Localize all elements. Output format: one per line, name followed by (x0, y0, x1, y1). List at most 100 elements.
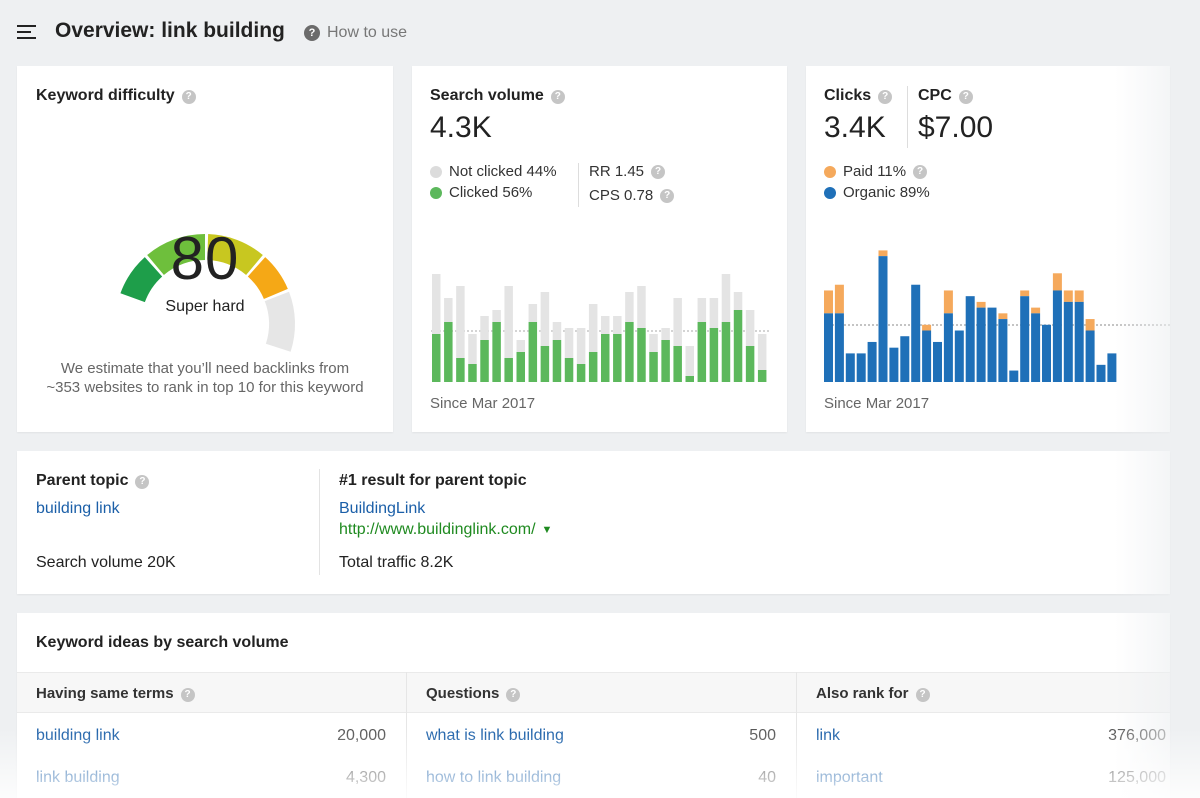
bar-organic (1042, 324, 1051, 382)
help-icon[interactable]: ? (878, 89, 893, 104)
bar-not-clicked (516, 340, 525, 352)
how-to-use-link[interactable]: ? How to use (304, 24, 407, 42)
description-line: We estimate that you’ll need backlinks f… (60, 360, 350, 377)
help-icon[interactable]: ? (958, 89, 973, 104)
clicks-card: Clicks? 3.4K CPC? $7.00 Paid 11%? Organi… (806, 66, 1170, 432)
top-result-url[interactable]: http://www.buildinglink.com/ ▼ (339, 521, 552, 539)
bar-organic (824, 313, 833, 382)
keyword-link[interactable]: important (816, 769, 883, 786)
help-icon[interactable]: ? (135, 474, 150, 489)
gauge-separator (263, 288, 290, 302)
bar-not-clicked (613, 316, 622, 334)
help-icon[interactable]: ? (181, 89, 196, 104)
search-volume-card: Search volume? 4.3K Not clicked 44% Clic… (412, 66, 787, 432)
bar-clicked (685, 376, 694, 382)
divider (578, 163, 579, 207)
keyword-link[interactable]: link building (36, 769, 120, 786)
bar-clicked (516, 352, 525, 382)
difficulty-score: 80 (170, 225, 240, 292)
keyword-link[interactable]: link (816, 727, 841, 744)
bar-organic (1031, 313, 1041, 382)
parent-topic-link[interactable]: building link (36, 500, 120, 517)
gauge-segment (207, 234, 263, 275)
bar-clicked (601, 334, 610, 382)
keyword-link[interactable]: what is link building (426, 727, 564, 744)
bar-not-clicked (492, 310, 501, 322)
bar-not-clicked (468, 334, 477, 364)
bar-paid (976, 301, 986, 308)
help-icon[interactable]: ? (180, 687, 195, 702)
cps-stat: CPS 0.78? (589, 187, 675, 204)
bar-clicked (613, 334, 622, 382)
gauge-segment (247, 257, 288, 299)
parent-topic-search-volume: Search volume 20K (36, 554, 176, 571)
page-header: Overview: link building ? How to use (0, 0, 1200, 66)
clicks-value: 3.4K (824, 111, 886, 144)
keyword-link[interactable]: building link (36, 727, 120, 744)
url-text[interactable]: http://www.buildinglink.com/ (339, 521, 536, 538)
bar-organic (1085, 330, 1095, 382)
bar-organic (878, 256, 888, 382)
bar-paid (1052, 273, 1062, 291)
dropdown-arrow-icon[interactable]: ▼ (541, 524, 553, 536)
bar-not-clicked (564, 328, 574, 358)
bar-paid (1074, 290, 1084, 302)
top-result-title: #1 result for parent topic (339, 472, 527, 489)
paid-dot (824, 165, 836, 178)
bar-not-clicked (661, 328, 670, 340)
bar-paid (922, 324, 932, 331)
bar-not-clicked (757, 334, 767, 370)
legend-clicked: Clicked 56% (430, 184, 532, 201)
bar-not-clicked (721, 274, 731, 322)
help-icon[interactable]: ? (660, 188, 675, 203)
bar-not-clicked (432, 274, 441, 334)
column-title-questions[interactable]: Questions? (426, 685, 521, 702)
bar-organic (943, 313, 953, 382)
parent-topic-title: Parent topic? (36, 472, 150, 490)
help-icon[interactable]: ? (913, 164, 928, 179)
help-icon[interactable]: ? (550, 89, 565, 104)
bar-organic (856, 353, 866, 382)
gauge-segment (264, 291, 295, 352)
bar-not-clicked (444, 298, 453, 322)
column-title-also-rank-for[interactable]: Also rank for? (816, 685, 930, 702)
column-title-same-terms[interactable]: Having same terms? (36, 685, 195, 702)
menu-icon[interactable] (17, 25, 36, 40)
keyword-ideas-header: Having same terms? Questions? Also rank … (17, 672, 1170, 713)
bar-not-clicked (733, 292, 743, 310)
bar-paid (1085, 319, 1095, 331)
bar-clicked (432, 334, 441, 382)
bar-not-clicked (709, 298, 719, 328)
bar-paid (834, 284, 844, 314)
bar-organic (1107, 353, 1117, 382)
help-icon[interactable]: ? (651, 164, 666, 179)
clicked-dot (430, 186, 442, 199)
page-title: Overview: link building (55, 19, 285, 42)
since-label: Since Mar 2017 (430, 395, 536, 412)
keyword-volume: 4,300 (345, 769, 386, 786)
bar-clicked (673, 346, 682, 382)
organic-dot (824, 186, 836, 199)
bar-clicked (528, 322, 538, 382)
bar-clicked (649, 352, 658, 382)
bar-not-clicked (456, 286, 465, 358)
bar-not-clicked (601, 316, 610, 334)
keyword-link[interactable]: how to link building (426, 769, 562, 786)
difficulty-gauge (120, 232, 295, 352)
gauge-segment (120, 257, 163, 303)
bar-organic (1020, 296, 1030, 382)
divider (907, 86, 908, 148)
help-icon[interactable]: ? (915, 687, 930, 702)
bar-organic (1096, 364, 1106, 382)
bar-not-clicked (697, 298, 707, 322)
top-result-name[interactable]: BuildingLink (339, 500, 426, 517)
difficulty-description: We estimate that you’ll need backlinks f… (37, 359, 373, 397)
help-icon[interactable]: ? (506, 687, 521, 702)
help-icon: ? (304, 25, 320, 41)
bar-clicked (709, 328, 719, 382)
bar-organic (867, 341, 877, 382)
bar-not-clicked (637, 286, 646, 328)
keyword-difficulty-title: Keyword difficulty? (36, 87, 196, 105)
bar-clicked (721, 322, 731, 382)
bar-not-clicked (528, 304, 538, 322)
